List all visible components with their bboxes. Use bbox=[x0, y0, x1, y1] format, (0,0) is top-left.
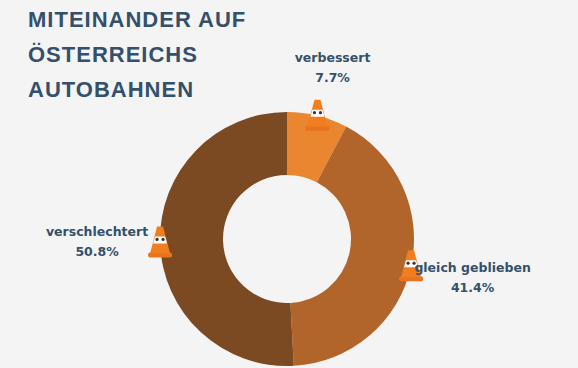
slice bbox=[290, 127, 414, 366]
cone-body bbox=[150, 226, 170, 253]
cone-eye bbox=[319, 111, 322, 114]
cone-body bbox=[307, 100, 327, 127]
cone-stripe bbox=[153, 236, 167, 243]
cone-stripe bbox=[310, 110, 324, 117]
slice bbox=[160, 112, 294, 366]
cone-icon bbox=[305, 100, 329, 131]
title: MITEINANDER AUF ÖSTERREICHS AUTOBAHNEN bbox=[28, 2, 278, 107]
value-label: 41.4% bbox=[451, 280, 495, 295]
chart-container: MITEINANDER AUF ÖSTERREICHS AUTOBAHNEN v… bbox=[0, 0, 578, 368]
chart-svg: verbessert 7.7% gleich geblieben 41.4% versc… bbox=[0, 0, 578, 368]
cone-eye bbox=[406, 262, 409, 265]
value-label: 7.7% bbox=[315, 70, 350, 85]
cone-eye bbox=[155, 238, 158, 241]
labels: verbessert 7.7% gleich geblieben 41.4% versc… bbox=[46, 50, 531, 295]
category-label: verschlechtert bbox=[46, 224, 148, 239]
cone-icon bbox=[148, 226, 172, 257]
cone-eye bbox=[313, 111, 316, 114]
category-label: gleich geblieben bbox=[414, 260, 530, 275]
cone-eye bbox=[161, 238, 164, 241]
slices bbox=[160, 112, 414, 366]
category-label: verbessert bbox=[295, 50, 371, 65]
value-label: 50.8% bbox=[75, 244, 119, 259]
